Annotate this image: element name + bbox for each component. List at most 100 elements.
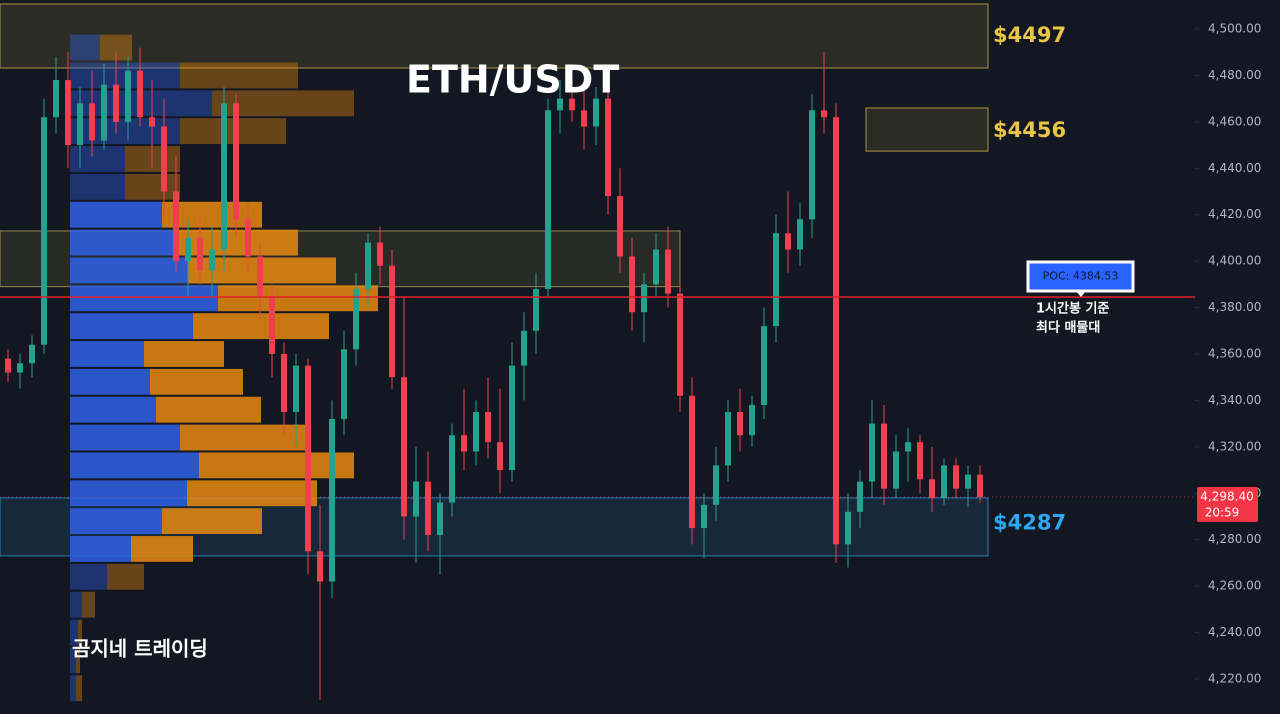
profile-buy <box>70 341 144 367</box>
volume-profile <box>70 34 378 702</box>
candle-body <box>209 249 215 271</box>
candle-body <box>437 502 443 536</box>
candle-body <box>449 435 455 503</box>
profile-sell <box>76 675 82 702</box>
candle-body <box>413 481 419 517</box>
candle-body <box>305 365 311 552</box>
candle-body <box>17 363 23 373</box>
overlays: 4,220.004,240.004,260.004,280.004,300.00… <box>0 22 1261 685</box>
zone-label: $4456 <box>993 118 1066 142</box>
candle-body <box>377 242 383 266</box>
candle-body <box>53 80 59 118</box>
y-tick-label: 4,260.00 <box>1208 579 1261 593</box>
poc-note: 최다 매물대 <box>1036 320 1100 336</box>
candle-body <box>845 511 851 545</box>
candle-body <box>497 442 503 471</box>
candle-body <box>689 395 695 529</box>
profile-buy <box>70 480 187 507</box>
profile-buy <box>70 285 218 312</box>
profile-buy <box>70 424 180 451</box>
zone <box>0 3 989 69</box>
profile-buy <box>70 229 175 256</box>
candle-body <box>761 326 767 406</box>
y-tick-label: 4,500.00 <box>1208 22 1261 36</box>
profile-sell <box>82 591 95 618</box>
profile-buy <box>70 591 82 618</box>
profile-buy <box>70 173 125 200</box>
last-price-tag <box>1197 486 1258 522</box>
countdown: 20:59 <box>1205 505 1240 519</box>
profile-buy <box>70 647 76 674</box>
candle-body <box>185 237 191 262</box>
profile-buy <box>70 563 107 590</box>
candle-body <box>557 98 563 111</box>
candle-body <box>797 219 803 250</box>
profile-sell <box>107 563 144 590</box>
profile-sell <box>199 452 354 479</box>
poc-label: POC: 4384.53 <box>1043 270 1119 283</box>
candle-body <box>89 103 95 141</box>
candle-body <box>485 412 491 443</box>
candle-body <box>65 80 71 146</box>
chart-title: ETH/USDT <box>406 58 619 102</box>
candle-body <box>197 237 203 271</box>
profile-buy <box>70 452 199 479</box>
candle-body <box>41 117 47 345</box>
candle-body <box>461 435 467 452</box>
candle-body <box>785 233 791 250</box>
profile-sell <box>180 62 298 89</box>
candle-body <box>353 288 359 350</box>
candle-body <box>329 418 335 582</box>
candle-body <box>749 405 755 436</box>
candle-body <box>473 412 479 452</box>
candle-body <box>29 344 35 364</box>
zones <box>0 3 989 557</box>
candle-body <box>5 358 11 373</box>
profile-buy <box>70 536 131 562</box>
candle-body <box>509 365 515 471</box>
profile-sell <box>218 285 378 312</box>
candle-body <box>125 70 131 122</box>
candles <box>5 47 983 700</box>
y-tick-label: 4,440.00 <box>1208 161 1261 175</box>
candle-body <box>677 293 683 396</box>
candle-body <box>881 423 887 489</box>
candle-body <box>773 233 779 327</box>
candle-body <box>173 191 179 262</box>
profile-sell <box>131 536 193 562</box>
candle-body <box>833 117 839 545</box>
candle-body <box>665 249 671 294</box>
candle-body <box>281 353 287 413</box>
y-tick-label: 4,240.00 <box>1208 625 1261 639</box>
watermark: 곰지네 트레이딩 <box>72 637 208 661</box>
candle-body <box>593 98 599 127</box>
candle-body <box>725 412 731 466</box>
candle-body <box>653 249 659 285</box>
candle-body <box>545 110 551 289</box>
candle-body <box>965 474 971 489</box>
candle-body <box>629 256 635 313</box>
profile-sell <box>144 341 224 367</box>
candle-body <box>821 110 827 118</box>
y-tick-label: 4,360.00 <box>1208 346 1261 360</box>
profile-buy <box>70 368 150 395</box>
candle-body <box>809 110 815 220</box>
candle-body <box>617 196 623 257</box>
candle-body <box>257 256 263 296</box>
y-tick-label: 4,460.00 <box>1208 114 1261 128</box>
profile-sell <box>187 480 317 507</box>
candle-body <box>221 103 227 250</box>
candle-body <box>977 474 983 497</box>
candle-body <box>641 284 647 313</box>
candle-body <box>233 103 239 220</box>
profile-buy <box>70 201 162 228</box>
zone-label: $4287 <box>993 510 1066 534</box>
candle-body <box>941 465 947 498</box>
y-tick-label: 4,340.00 <box>1208 393 1261 407</box>
candle-body <box>701 504 707 529</box>
profile-sell <box>78 619 82 646</box>
candle-body <box>245 219 251 257</box>
candle-body <box>113 84 119 122</box>
candle-body <box>101 84 107 141</box>
